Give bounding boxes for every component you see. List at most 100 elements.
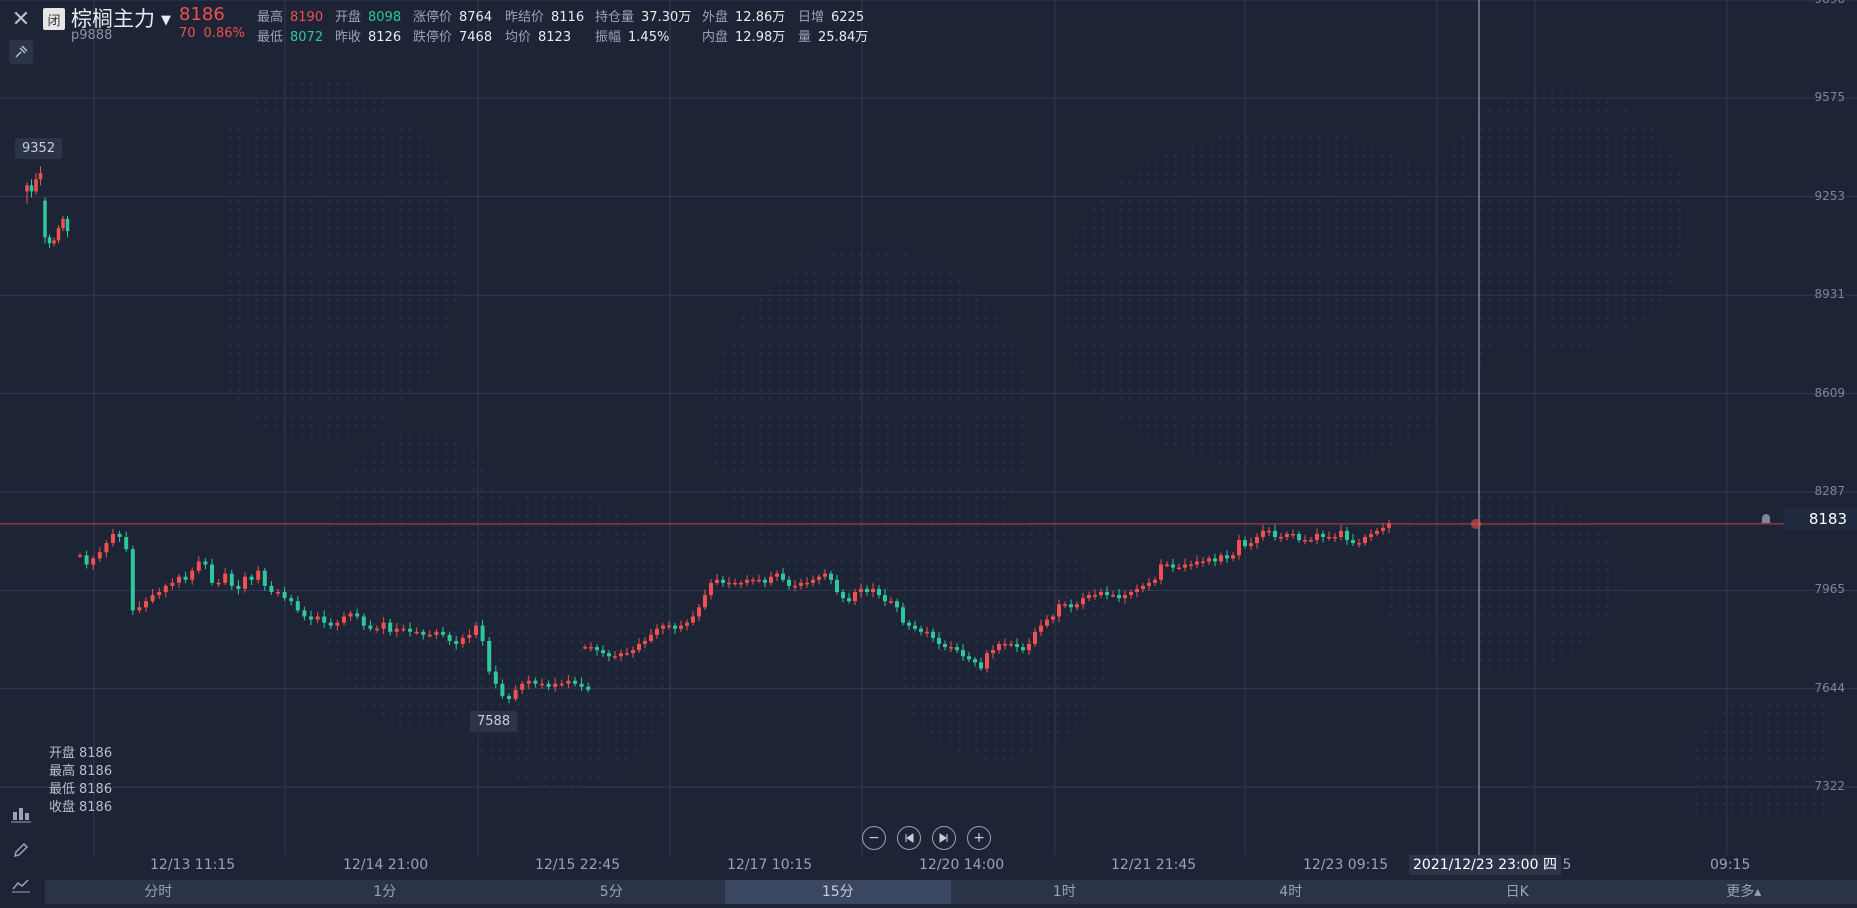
candle-body bbox=[61, 218, 65, 229]
candle-body bbox=[1201, 561, 1205, 563]
candle-body bbox=[249, 576, 254, 580]
symbol-name: 棕榈主力 bbox=[71, 7, 155, 31]
quote-row1-item: 开盘 8098 bbox=[335, 6, 401, 25]
close-icon[interactable]: ✕ bbox=[11, 6, 31, 32]
period-tab[interactable]: 分时 bbox=[144, 884, 173, 900]
candle-body bbox=[52, 240, 56, 244]
candle-body bbox=[210, 564, 214, 583]
candle-body bbox=[1279, 536, 1283, 539]
candle-body bbox=[269, 585, 274, 593]
jump-end-button[interactable] bbox=[932, 826, 956, 850]
line-tool[interactable] bbox=[9, 873, 33, 897]
candle-body bbox=[1255, 536, 1259, 544]
candle-body bbox=[955, 647, 959, 651]
candle-body bbox=[1213, 558, 1217, 562]
candle-body bbox=[1207, 558, 1211, 562]
jump-start-button[interactable] bbox=[897, 826, 921, 850]
y-axis-tick-label: 7322 bbox=[1814, 779, 1845, 794]
candle-body bbox=[1165, 564, 1169, 566]
quote-row2-item: 量 25.84万 bbox=[798, 26, 868, 45]
candle-body bbox=[1087, 595, 1091, 599]
candle-body bbox=[474, 625, 478, 635]
candle-body bbox=[655, 628, 659, 635]
period-tab[interactable]: 更多▴ bbox=[1726, 884, 1762, 900]
zoom-in-button[interactable]: + bbox=[967, 826, 991, 850]
line-chart-icon[interactable] bbox=[9, 873, 33, 897]
market-status-badge: 闭 bbox=[43, 8, 65, 30]
pin-icon[interactable] bbox=[9, 40, 33, 64]
quote-label: 日增 bbox=[798, 10, 825, 25]
candle-body bbox=[43, 200, 47, 238]
candle-body bbox=[973, 659, 977, 663]
quote-label: 涨停价 bbox=[413, 10, 453, 25]
candle-body bbox=[262, 570, 267, 586]
candle-body bbox=[348, 613, 353, 617]
quote-label: 外盘 bbox=[702, 10, 729, 25]
candle-body bbox=[967, 656, 971, 660]
candle-body bbox=[673, 625, 677, 629]
ohlc-row: 最高 8186 bbox=[49, 763, 116, 781]
candle-body bbox=[721, 579, 725, 583]
candle-body bbox=[170, 582, 175, 586]
candle-body bbox=[1099, 592, 1103, 596]
candle-body bbox=[1327, 536, 1331, 539]
period-tabs: 分时 1分 5分 15分 1时 4时 日K 更多▴ bbox=[45, 880, 1857, 904]
quote-value: 1.45% bbox=[628, 30, 670, 45]
chart-navigation: − + bbox=[862, 826, 991, 850]
symbol-code: p9888 bbox=[71, 28, 113, 43]
candle-body bbox=[859, 588, 863, 593]
candle-body bbox=[229, 573, 234, 586]
candle-body bbox=[613, 656, 617, 658]
period-tab[interactable]: 1时 bbox=[1052, 884, 1076, 900]
period-tab[interactable]: 15分 bbox=[724, 880, 951, 904]
quote-value: 12.98万 bbox=[735, 30, 786, 45]
candle-body bbox=[1171, 564, 1175, 568]
candle-body bbox=[1183, 564, 1187, 568]
candle-body bbox=[793, 585, 797, 588]
candle-body bbox=[480, 625, 485, 641]
candle-body bbox=[1105, 592, 1109, 596]
candle-body bbox=[1321, 533, 1325, 537]
period-tab[interactable]: 5分 bbox=[599, 884, 623, 900]
candle-body bbox=[865, 588, 869, 593]
candle-body bbox=[282, 592, 287, 599]
period-tab[interactable]: 4时 bbox=[1279, 884, 1303, 900]
candle-body bbox=[745, 579, 749, 583]
y-axis-tick-label: 8287 bbox=[1814, 484, 1845, 499]
candle-body bbox=[183, 576, 188, 580]
candle-body bbox=[1141, 585, 1145, 589]
ohlc-value: 8186 bbox=[79, 782, 113, 797]
candle-body bbox=[811, 579, 815, 583]
zoom-out-button[interactable]: − bbox=[862, 826, 886, 850]
candle-body bbox=[997, 644, 1001, 651]
candle-body bbox=[991, 650, 995, 654]
candle-body bbox=[907, 622, 911, 626]
x-axis-tick-label: 12/13 11:15 bbox=[150, 857, 236, 873]
candlestick-icon[interactable] bbox=[9, 803, 33, 827]
period-tab[interactable]: 日K bbox=[1505, 884, 1529, 900]
pencil-icon[interactable] bbox=[9, 838, 33, 862]
candle-body bbox=[643, 640, 647, 645]
candle-body bbox=[1225, 555, 1229, 559]
draw-tool[interactable] bbox=[9, 838, 33, 862]
period-tab[interactable]: 1分 bbox=[373, 884, 397, 900]
indicator-tool[interactable] bbox=[9, 803, 33, 827]
symbol-selector[interactable]: 棕榈主力 ▼ bbox=[71, 3, 171, 33]
price-alert-bell-icon[interactable] bbox=[1756, 509, 1776, 529]
candle-body bbox=[679, 625, 683, 629]
candle-body bbox=[1237, 540, 1241, 556]
candle-body bbox=[1375, 530, 1379, 534]
quote-label: 振幅 bbox=[595, 30, 622, 45]
candle-body bbox=[763, 579, 767, 583]
candle-body bbox=[586, 686, 591, 690]
candle-body bbox=[1057, 604, 1061, 617]
last-price: 8186 bbox=[179, 4, 225, 25]
candle-body bbox=[661, 625, 665, 629]
candle-body bbox=[441, 631, 445, 635]
candle-body bbox=[739, 582, 743, 585]
candle-body bbox=[1243, 540, 1247, 547]
quote-row2-item: 内盘 12.98万 bbox=[702, 26, 785, 45]
candle-body bbox=[421, 631, 426, 635]
quote-value: 25.84万 bbox=[818, 30, 869, 45]
